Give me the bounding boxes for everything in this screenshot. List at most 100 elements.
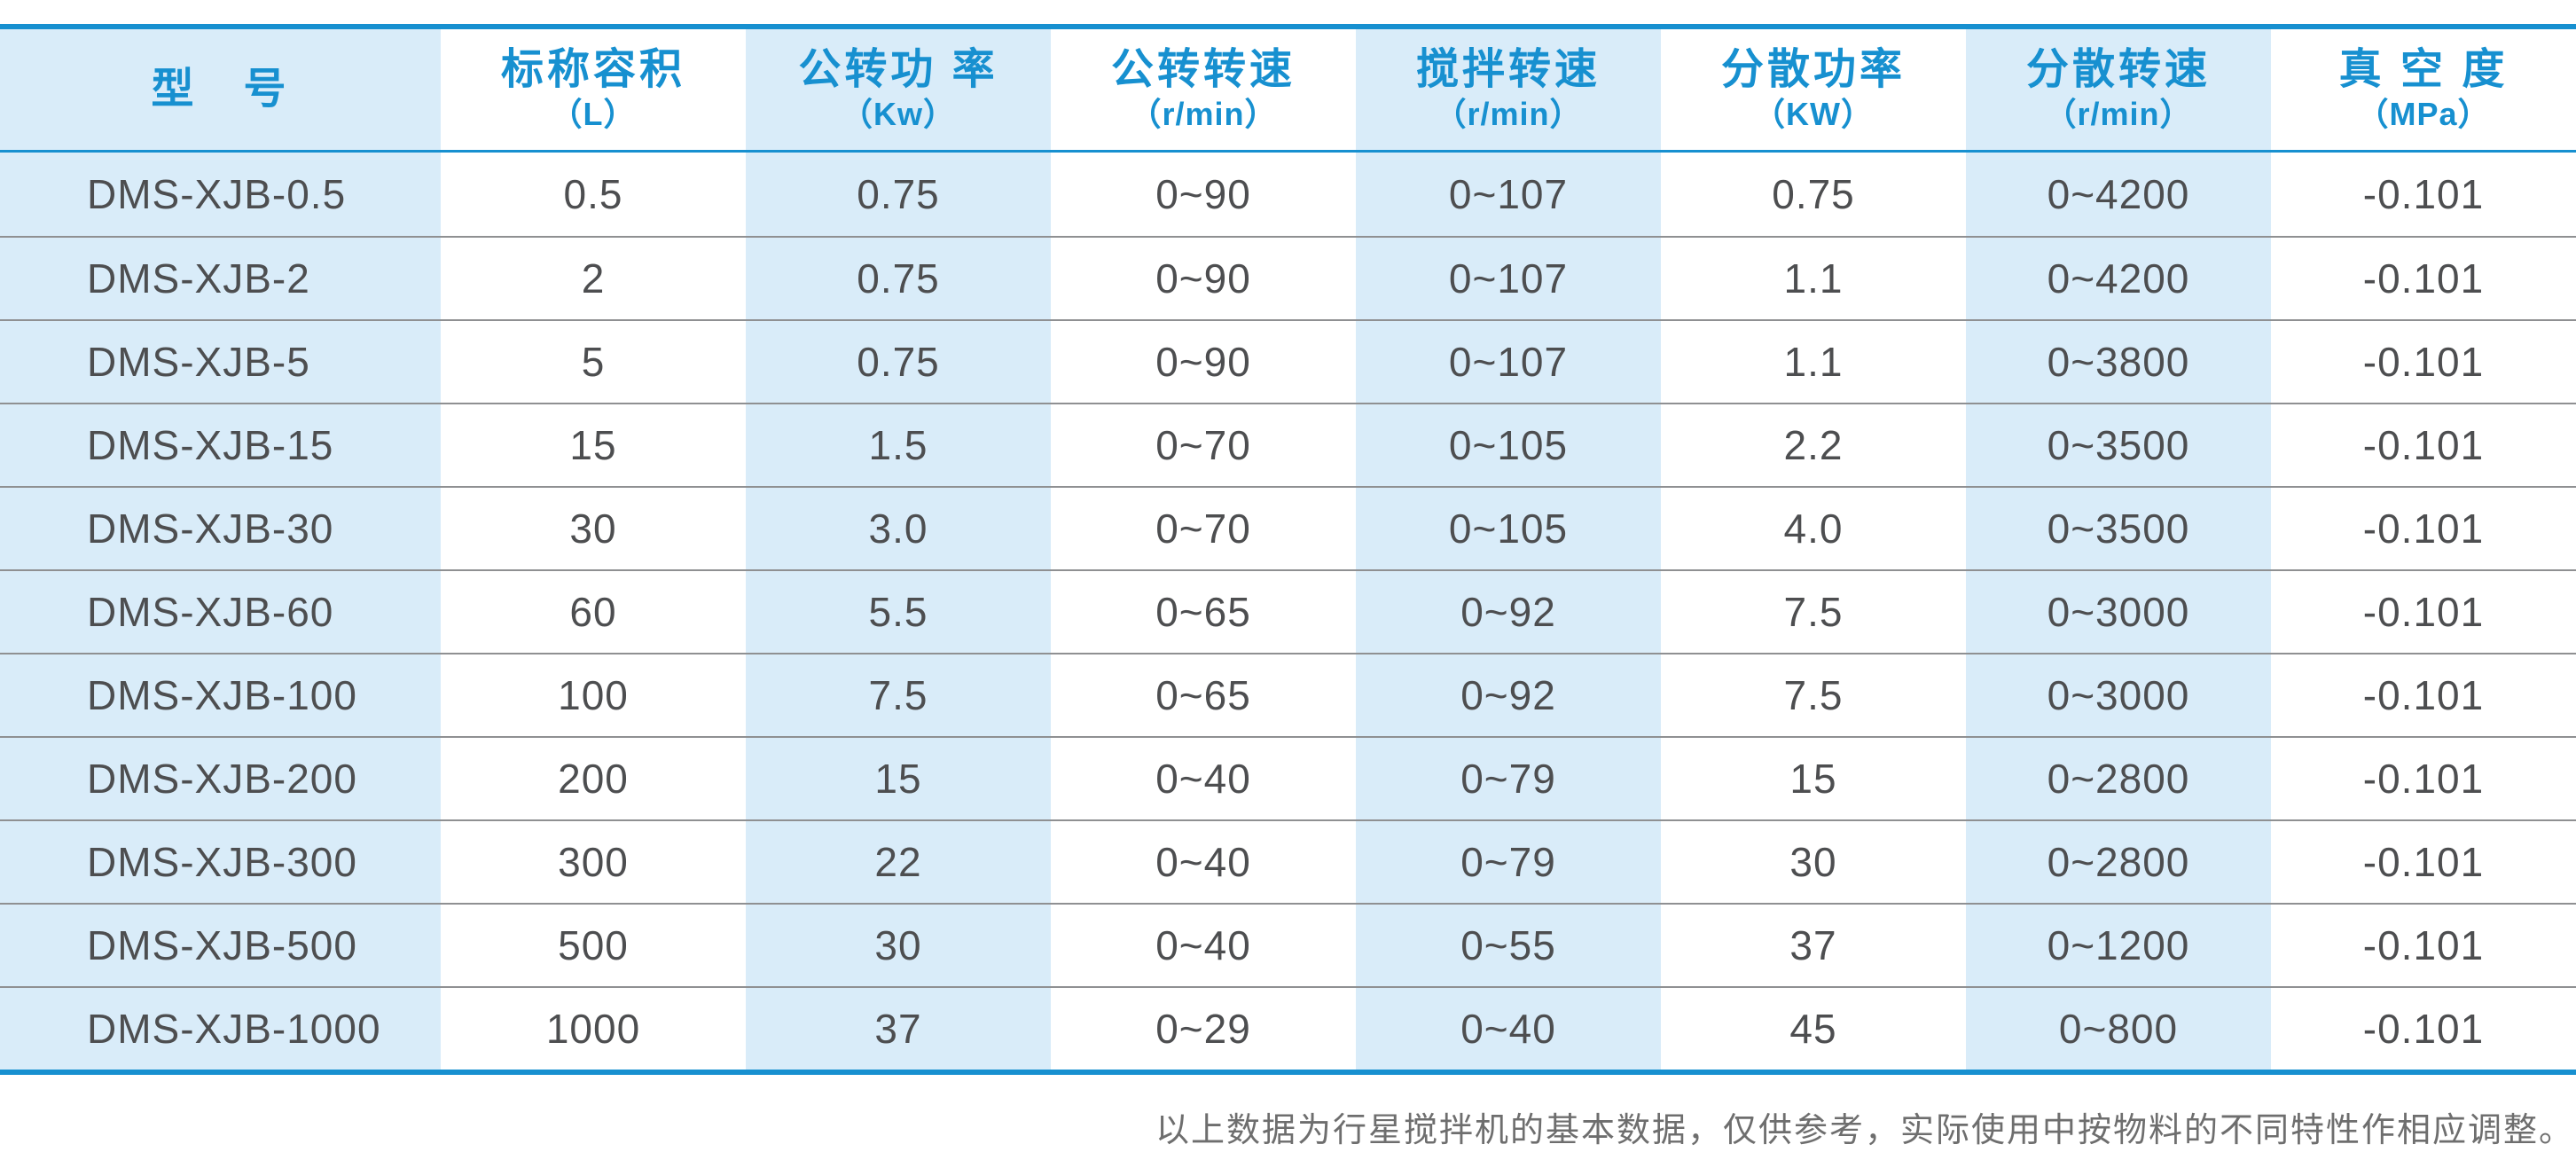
value-cell: 0~70 xyxy=(1051,488,1356,569)
value-cell: 4.0 xyxy=(1661,488,1966,569)
value-cell: -0.101 xyxy=(2271,153,2576,236)
value-cell: 0.75 xyxy=(746,153,1051,236)
value-cell: 0~65 xyxy=(1051,654,1356,736)
value-cell: 0~40 xyxy=(1051,738,1356,819)
value-cell: -0.101 xyxy=(2271,488,2576,569)
value-cell: -0.101 xyxy=(2271,905,2576,986)
column-label: 真 空 度 xyxy=(2338,45,2509,93)
value-cell: 0~3000 xyxy=(1966,654,2271,736)
column-unit: （Kw） xyxy=(840,96,956,133)
value-cell: 1.1 xyxy=(1661,321,1966,403)
value-cell: 0~107 xyxy=(1356,153,1661,236)
footnote-text: 以上数据为行星搅拌机的基本数据，仅供参考，实际使用中按物料的不同特性作相应调整。 xyxy=(1155,1110,2574,1149)
value-cell: 0~3800 xyxy=(1966,321,2271,403)
column-header-nominal-volume: 标称容积 （L） xyxy=(441,29,746,150)
value-cell: 15 xyxy=(746,738,1051,819)
table-row: DMS-XJB-2 2 0.75 0~90 0~107 1.1 0~4200 -0.101 xyxy=(0,236,2576,319)
table-row: DMS-XJB-100 100 7.5 0~65 0~92 7.5 0~3000 -0.101 xyxy=(0,653,2576,736)
table-row: DMS-XJB-5 5 0.75 0~90 0~107 1.1 0~3800 -0.101 xyxy=(0,319,2576,403)
value-cell: 0.75 xyxy=(1661,153,1966,236)
table-row: DMS-XJB-15 15 1.5 0~70 0~105 2.2 0~3500 -0.101 xyxy=(0,403,2576,486)
column-header-model: 型 号 xyxy=(0,29,441,150)
value-cell: 0~79 xyxy=(1356,738,1661,819)
value-cell: 30 xyxy=(441,488,746,569)
value-cell: 60 xyxy=(441,571,746,653)
value-cell: 0~92 xyxy=(1356,571,1661,653)
column-unit: （r/min） xyxy=(2044,96,2193,133)
value-cell: 0~40 xyxy=(1051,821,1356,903)
value-cell: 2 xyxy=(441,238,746,319)
value-cell: 300 xyxy=(441,821,746,903)
model-cell: DMS-XJB-60 xyxy=(0,571,441,653)
column-header-vacuum-degree: 真 空 度 （MPa） xyxy=(2271,29,2576,150)
value-cell: 45 xyxy=(1661,988,1966,1070)
column-header-revolution-speed: 公转转速 （r/min） xyxy=(1051,29,1356,150)
value-cell: 0~40 xyxy=(1356,988,1661,1070)
column-label: 标称容积 xyxy=(500,45,685,93)
column-unit: （r/min） xyxy=(1434,96,1583,133)
model-cell: DMS-XJB-2 xyxy=(0,238,441,319)
value-cell: 0~3500 xyxy=(1966,404,2271,486)
value-cell: 0~90 xyxy=(1051,153,1356,236)
value-cell: 15 xyxy=(1661,738,1966,819)
table-row: DMS-XJB-60 60 5.5 0~65 0~92 7.5 0~3000 -0.101 xyxy=(0,569,2576,653)
column-header-dispersion-power: 分散功率 （KW） xyxy=(1661,29,1966,150)
value-cell: 1.1 xyxy=(1661,238,1966,319)
value-cell: 0~800 xyxy=(1966,988,2271,1070)
value-cell: 5 xyxy=(441,321,746,403)
model-cell: DMS-XJB-100 xyxy=(0,654,441,736)
column-label: 型 号 xyxy=(151,65,290,113)
value-cell: 0~40 xyxy=(1051,905,1356,986)
column-unit: （MPa） xyxy=(2356,96,2491,133)
value-cell: 37 xyxy=(1661,905,1966,986)
model-cell: DMS-XJB-1000 xyxy=(0,988,441,1070)
value-cell: 0~4200 xyxy=(1966,153,2271,236)
value-cell: 0~70 xyxy=(1051,404,1356,486)
value-cell: 0.5 xyxy=(441,153,746,236)
table-row: DMS-XJB-30 30 3.0 0~70 0~105 4.0 0~3500 -0.101 xyxy=(0,486,2576,569)
table-row: DMS-XJB-300 300 22 0~40 0~79 30 0~2800 -0.101 xyxy=(0,819,2576,903)
value-cell: 7.5 xyxy=(1661,571,1966,653)
value-cell: 100 xyxy=(441,654,746,736)
value-cell: 5.5 xyxy=(746,571,1051,653)
value-cell: 1000 xyxy=(441,988,746,1070)
model-cell: DMS-XJB-500 xyxy=(0,905,441,986)
value-cell: 2.2 xyxy=(1661,404,1966,486)
model-cell: DMS-XJB-5 xyxy=(0,321,441,403)
value-cell: -0.101 xyxy=(2271,404,2576,486)
value-cell: 0~105 xyxy=(1356,488,1661,569)
value-cell: -0.101 xyxy=(2271,321,2576,403)
column-label: 分散转速 xyxy=(2025,45,2211,93)
value-cell: 0~55 xyxy=(1356,905,1661,986)
value-cell: 0~2800 xyxy=(1966,821,2271,903)
value-cell: -0.101 xyxy=(2271,988,2576,1070)
value-cell: 0~3500 xyxy=(1966,488,2271,569)
model-cell: DMS-XJB-15 xyxy=(0,404,441,486)
column-header-dispersion-speed: 分散转速 （r/min） xyxy=(1966,29,2271,150)
column-label: 分散功率 xyxy=(1720,45,1906,93)
value-cell: 1.5 xyxy=(746,404,1051,486)
value-cell: 0~107 xyxy=(1356,321,1661,403)
value-cell: 22 xyxy=(746,821,1051,903)
value-cell: 200 xyxy=(441,738,746,819)
table-row: DMS-XJB-200 200 15 0~40 0~79 15 0~2800 -0.101 xyxy=(0,736,2576,819)
column-label: 公转功 率 xyxy=(798,45,998,93)
model-cell: DMS-XJB-200 xyxy=(0,738,441,819)
value-cell: 30 xyxy=(1661,821,1966,903)
table-row: DMS-XJB-500 500 30 0~40 0~55 37 0~1200 -0.101 xyxy=(0,903,2576,986)
value-cell: 0~107 xyxy=(1356,238,1661,319)
value-cell: 0~92 xyxy=(1356,654,1661,736)
column-label: 公转转速 xyxy=(1110,45,1296,93)
column-unit: （r/min） xyxy=(1129,96,1278,133)
value-cell: -0.101 xyxy=(2271,738,2576,819)
value-cell: 0.75 xyxy=(746,238,1051,319)
model-cell: DMS-XJB-0.5 xyxy=(0,153,441,236)
table-row: DMS-XJB-0.5 0.5 0.75 0~90 0~107 0.75 0~4200 -0.… xyxy=(0,153,2576,236)
column-header-revolution-power: 公转功 率 （Kw） xyxy=(746,29,1051,150)
value-cell: 500 xyxy=(441,905,746,986)
model-cell: DMS-XJB-300 xyxy=(0,821,441,903)
planetary-mixer-spec-table: 型 号 标称容积 （L） 公转功 率 （Kw） 公转转速 （r/min） 搅拌转… xyxy=(0,24,2576,1075)
value-cell: 0~3000 xyxy=(1966,571,2271,653)
value-cell: 0~79 xyxy=(1356,821,1661,903)
model-cell: DMS-XJB-30 xyxy=(0,488,441,569)
